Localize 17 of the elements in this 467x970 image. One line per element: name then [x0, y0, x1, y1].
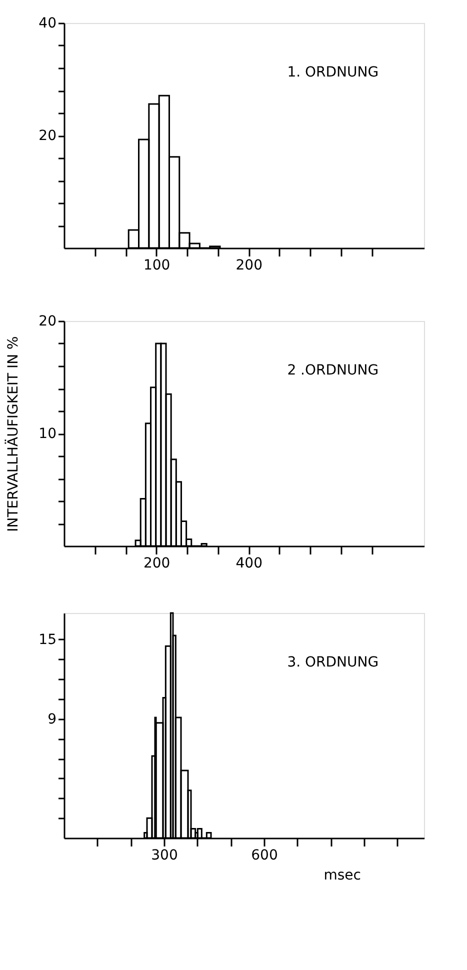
x-tick-label: 200: [143, 556, 170, 572]
annotation: 1. ORDNUNG: [287, 64, 379, 80]
x-axis-title: msec: [324, 868, 361, 884]
x-tick-label: 400: [236, 556, 262, 572]
y-tick-label: 20: [38, 314, 56, 330]
annotation: 3. ORDNUNG: [287, 654, 379, 670]
y-axis-title: INTERVALLHÄUFIGKEIT IN %: [4, 336, 22, 532]
y-tick-label: 20: [38, 128, 56, 144]
x-tick-label: 300: [151, 848, 178, 864]
y-tick-label: 15: [38, 632, 56, 648]
annotation: 2 .ORDNUNG: [287, 362, 379, 378]
y-tick-label: 10: [38, 426, 56, 442]
x-tick-label: 600: [251, 848, 278, 864]
y-tick-label: 40: [38, 16, 56, 32]
x-tick-label: 200: [236, 258, 262, 274]
y-tick-label: 9: [48, 711, 56, 728]
x-tick-label: 100: [143, 258, 170, 274]
